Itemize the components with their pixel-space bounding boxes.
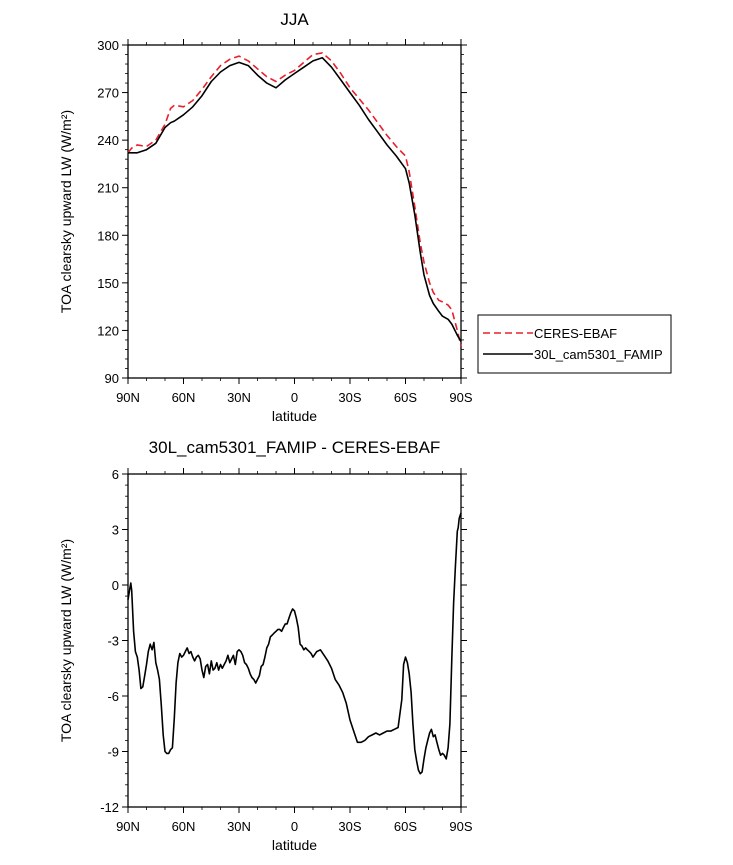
panel0-x-tick-label: 90S xyxy=(449,390,472,405)
panel1-y-axis-label: TOA clearsky upward LW (W/m²) xyxy=(58,539,74,742)
panel1-x-tick-label: 0 xyxy=(291,819,298,834)
legend: CERES-EBAF 30L_cam5301_FAMIP xyxy=(477,314,672,374)
panel1-x-tick-label: 90S xyxy=(449,819,472,834)
legend-box xyxy=(477,314,672,374)
panel1-chart-title: 30L_cam5301_FAMIP - CERES-EBAF xyxy=(149,438,441,457)
panel1-y-tick-label: -12 xyxy=(100,800,119,815)
panel0-y-tick-label: 90 xyxy=(105,371,119,386)
panel0-x-tick-label: 90N xyxy=(116,390,140,405)
panel0-y-tick-label: 180 xyxy=(97,228,119,243)
panel0-plot-frame xyxy=(127,44,462,379)
panel1-x-tick-label: 30N xyxy=(227,819,251,834)
panel1-y-tick-label: 3 xyxy=(112,523,119,538)
panel-difference: 30L_cam5301_FAMIP - CERES-EBAF -12 -9 -6 -3 0… xyxy=(58,438,473,853)
panel0-y-tick-label: 210 xyxy=(97,181,119,196)
legend-label-ceres: CERES-EBAF xyxy=(534,326,617,341)
panel0-series-line-0 xyxy=(127,52,462,347)
panel0-x-tick-label: 60S xyxy=(394,390,417,405)
panel0-x-tick-label: 0 xyxy=(291,390,298,405)
panel1-x-axis-label: latitude xyxy=(272,837,317,853)
panel0-x-tick-label: 60N xyxy=(172,390,196,405)
panel1-y-tick-label: 6 xyxy=(112,467,119,482)
panel1-x-tick-label: 60S xyxy=(394,819,417,834)
panel0-y-tick-label: 240 xyxy=(97,133,119,148)
panel0-series-line-1 xyxy=(128,56,462,342)
panel1-y-tick-label: -6 xyxy=(107,689,119,704)
panel1-plot-frame xyxy=(127,473,462,808)
panel-mean: JJA 90 120 150 180 210 240 270 300 90N 60N 30N 0 30S 6… xyxy=(58,10,473,424)
panel0-x-tick-label: 30S xyxy=(338,390,361,405)
panel0-x-axis-label: latitude xyxy=(272,408,317,424)
panel1-y-tick-label: -9 xyxy=(107,745,119,760)
panel1-x-tick-label: 60N xyxy=(172,819,196,834)
panel1-x-tick-label: 30S xyxy=(338,819,361,834)
legend-label-model: 30L_cam5301_FAMIP xyxy=(534,347,663,362)
panel1-series-line-0 xyxy=(127,512,462,775)
panel0-y-tick-label: 270 xyxy=(97,86,119,101)
panel0-y-tick-label: 300 xyxy=(97,38,119,53)
panel0-chart-title: JJA xyxy=(280,10,309,29)
panel1-y-tick-label: -3 xyxy=(107,634,119,649)
panel0-x-tick-label: 30N xyxy=(227,390,251,405)
panel0-y-tick-label: 150 xyxy=(97,276,119,291)
panel0-y-tick-label: 120 xyxy=(97,323,119,338)
panel1-y-tick-label: 0 xyxy=(112,578,119,593)
panel1-x-tick-label: 90N xyxy=(116,819,140,834)
panel0-y-axis-label: TOA clearsky upward LW (W/m²) xyxy=(58,110,74,313)
